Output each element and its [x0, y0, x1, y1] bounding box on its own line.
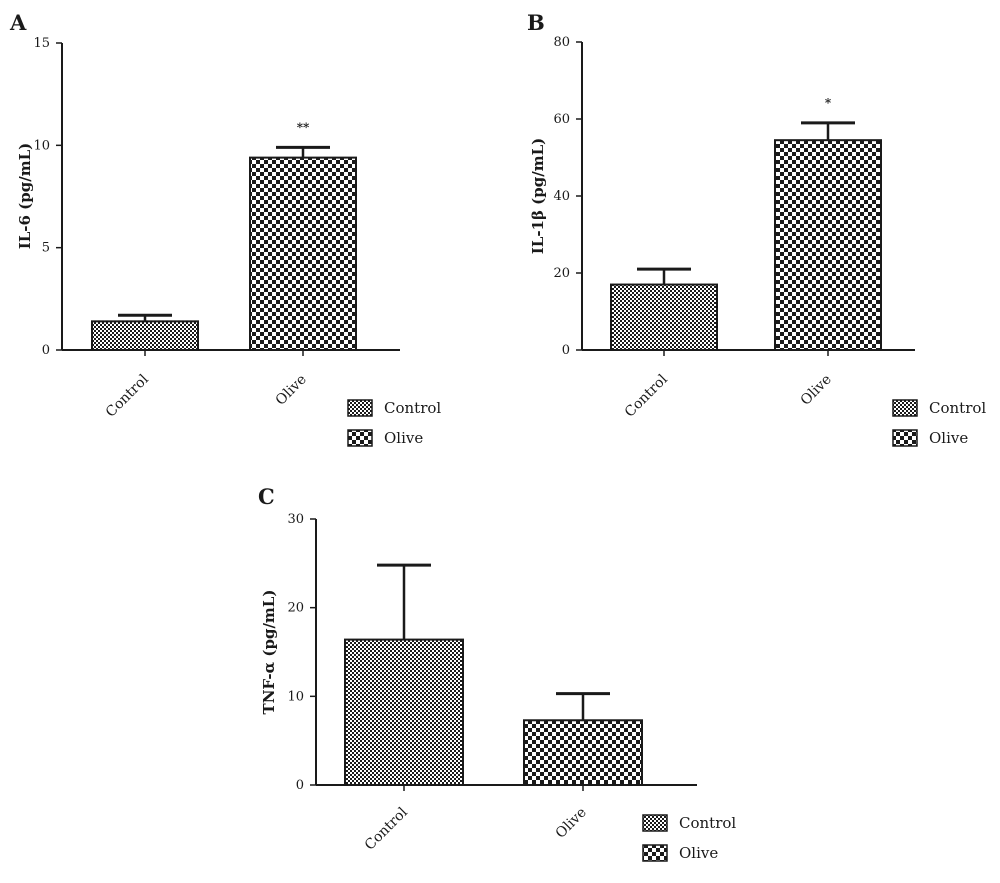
panel-b-bar-olive	[774, 139, 882, 351]
panel-b-y-tick-label: 40	[553, 189, 570, 204]
panel-b-y-tick-label: 0	[562, 343, 570, 358]
panel-c-y-tick-label: 0	[296, 778, 304, 793]
panel-b-y-tick-label: 20	[553, 266, 570, 281]
panel-c-category-label-olive: Olive	[553, 805, 590, 842]
panel-c-legend-swatch-olive	[642, 844, 668, 862]
panel-b-legend-swatch-control	[892, 399, 918, 417]
panel-a-legend-label-control: Control	[384, 399, 441, 417]
panel-c-legend-label-control: Control	[679, 814, 736, 832]
panel-a-y-tick-label: 10	[33, 138, 50, 153]
panel-b-y-axis-title: IL-1β (pg/mL)	[529, 138, 547, 254]
panel-b-legend-label-control: Control	[929, 399, 986, 417]
panel-c-category-label-control: Control	[362, 804, 411, 853]
panel-b-y-tick-label: 60	[553, 112, 570, 127]
panel-b-category-label-control: Control	[622, 371, 671, 420]
panel-c-bar-control	[344, 638, 464, 786]
panel-a-legend-label-olive: Olive	[384, 429, 423, 447]
panel-c-legend-swatch-control	[642, 814, 668, 832]
panel-c-legend-label-olive: Olive	[679, 844, 718, 862]
panel-b-bar-control	[610, 283, 718, 351]
panel-b-y-tick-label: 80	[553, 35, 570, 50]
panel-a-legend-swatch-olive	[347, 429, 373, 447]
panel-a-y-tick-label: 0	[42, 343, 50, 358]
panel-c-y-tick-label: 30	[287, 512, 304, 527]
panel-b-significance-olive: *	[825, 96, 832, 110]
panel-c-y-axis-title: TNF-α (pg/mL)	[260, 590, 278, 715]
panel-c-y-tick-label: 20	[287, 601, 304, 616]
panel-b-letter: B	[527, 10, 545, 35]
panel-a-legend-swatch-control	[347, 399, 373, 417]
panel-b-legend-label-olive: Olive	[929, 429, 968, 447]
panel-a-category-label-control: Control	[103, 371, 152, 420]
panel-c-y-tick-label: 10	[287, 689, 304, 704]
panel-a-y-tick-label: 15	[33, 36, 50, 51]
panel-a-letter: A	[9, 10, 27, 35]
panel-c-bar-olive	[523, 719, 643, 786]
panel-a-y-tick-label: 5	[42, 241, 50, 256]
panel-c-letter: C	[258, 484, 275, 509]
panel-a-bar-olive	[249, 156, 357, 351]
panel-a-category-label-olive: Olive	[273, 372, 310, 409]
panel-b-legend-swatch-olive	[892, 429, 918, 447]
panel-a-significance-olive: **	[297, 120, 310, 134]
panel-b-category-label-olive: Olive	[798, 372, 835, 409]
panel-a-y-axis-title: IL-6 (pg/mL)	[16, 143, 34, 250]
panel-a-bar-control	[91, 320, 199, 352]
